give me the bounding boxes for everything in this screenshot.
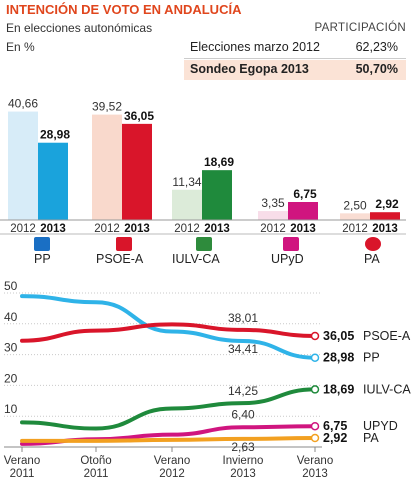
x-tick-label: 2013 [302,468,328,480]
series-line-pp [20,294,317,360]
iulv-logo-icon [196,237,212,251]
bar-2012-upyd [258,211,288,220]
data-label-2012: 39,52 [92,100,122,114]
participation-heading: PARTICIPACIÓN [314,22,406,34]
data-label-2013: 28,98 [40,128,70,142]
participation-row-2013: Sondeo Egopa 2013 50,70% [184,60,406,80]
y-tick-label: 50 [4,279,18,293]
participation-label: Elecciones marzo 2012 [190,40,320,54]
y-tick-label: 30 [4,341,18,355]
x-tick-label: 2013 [230,468,256,480]
x-tick-label: 2013 [204,223,230,235]
y-tick-label: 40 [4,310,18,324]
series-line-psoe-a [20,322,317,343]
x-tick-label: 2013 [124,223,150,235]
bar-2012-pp [8,111,38,220]
end-series-label: UPYD [363,419,398,433]
psoe-logo-icon [116,237,132,251]
data-label-2013: 2,92 [375,197,399,211]
x-tick-label: 2012 [10,223,36,235]
x-tick-label: 2013 [372,223,398,235]
y-tick-label: 20 [4,371,18,385]
data-label-2012: 2,50 [343,198,367,212]
end-point-marker [310,433,320,443]
participation-label: Sondeo Egopa 2013 [190,62,309,76]
x-tick-label: 2012 [159,468,185,480]
annotation-label: 2,63 [231,440,255,454]
annotation-label: 6,40 [231,407,255,421]
x-tick-label: 2012 [174,223,200,235]
end-value-label: 18,69 [323,382,354,396]
bar-2012-pa [340,213,370,220]
participation-value: 50,70% [355,62,398,76]
legend-iulv: IULV-CA [172,252,220,266]
annotation-label: 34,41 [228,342,258,356]
data-label-2013: 36,05 [124,109,154,123]
x-tick-label: 2013 [40,223,66,235]
end-point-marker [310,385,320,394]
bar-2013-pa [370,212,400,220]
bar-2013-iulv-ca [202,170,232,220]
end-value-label: 6,75 [323,419,347,433]
data-label-2012: 11,34 [172,175,201,189]
end-series-label: PSOE-A [363,329,411,343]
x-tick-label: Invierno [223,455,264,467]
bar-2013-pp [38,142,68,220]
x-tick-label: 2011 [84,468,109,480]
end-point-marker [310,421,320,431]
annotation-label: 14,25 [228,384,258,398]
x-tick-label: 2013 [290,223,316,235]
legend-pp: PP [34,252,51,266]
x-tick-label: Verano [4,455,40,467]
x-tick-label: 2011 [10,468,35,480]
end-series-label: PA [363,431,379,445]
end-value-label: 36,05 [323,329,354,343]
end-point-marker [310,331,320,341]
legend-psoe: PSOE-A [96,252,144,266]
data-label-2012: 40,66 [8,97,38,111]
upyd-logo-icon [283,237,299,251]
end-value-label: 28,98 [323,351,354,365]
legend-pa: PA [364,252,380,266]
participation-row-2012: Elecciones marzo 2012 62,23% [184,38,406,58]
data-label-2012: 3,35 [261,196,285,210]
chart-subtitle: En elecciones autonómicas [6,21,153,35]
y-tick-label: 10 [4,402,18,416]
participation-value: 62,23% [355,40,398,54]
unit-label: En % [6,40,35,54]
end-series-label: IULV-CA [363,382,411,396]
x-tick-label: Otoño [80,455,111,467]
annotation-label: 38,01 [228,311,258,325]
pp-logo-icon [34,237,50,251]
bar-2012-iulv-ca [172,189,202,220]
x-tick-label: 2012 [342,223,368,235]
x-tick-label: 2012 [94,223,120,235]
end-value-label: 2,92 [323,431,347,445]
x-tick-label: Verano [154,455,190,467]
legend-upyd: UPyD [271,252,304,266]
pa-logo-icon [365,237,381,251]
bar-2013-psoe-a [122,123,152,220]
bar-2012-psoe-a [92,114,122,220]
series-line-iulv-ca [20,387,317,431]
participation-divider [184,58,406,59]
end-series-label: PP [363,351,380,365]
series-line-pa [20,436,317,443]
x-tick-label: Verano [297,455,333,467]
end-point-marker [310,353,320,362]
bar-2013-upyd [288,202,318,220]
data-label-2013: 18,69 [204,155,234,169]
data-label-2013: 6,75 [293,187,317,201]
x-tick-label: 2012 [260,223,286,235]
chart-title: INTENCIÓN DE VOTO EN ANDALUCÍA [6,2,242,17]
